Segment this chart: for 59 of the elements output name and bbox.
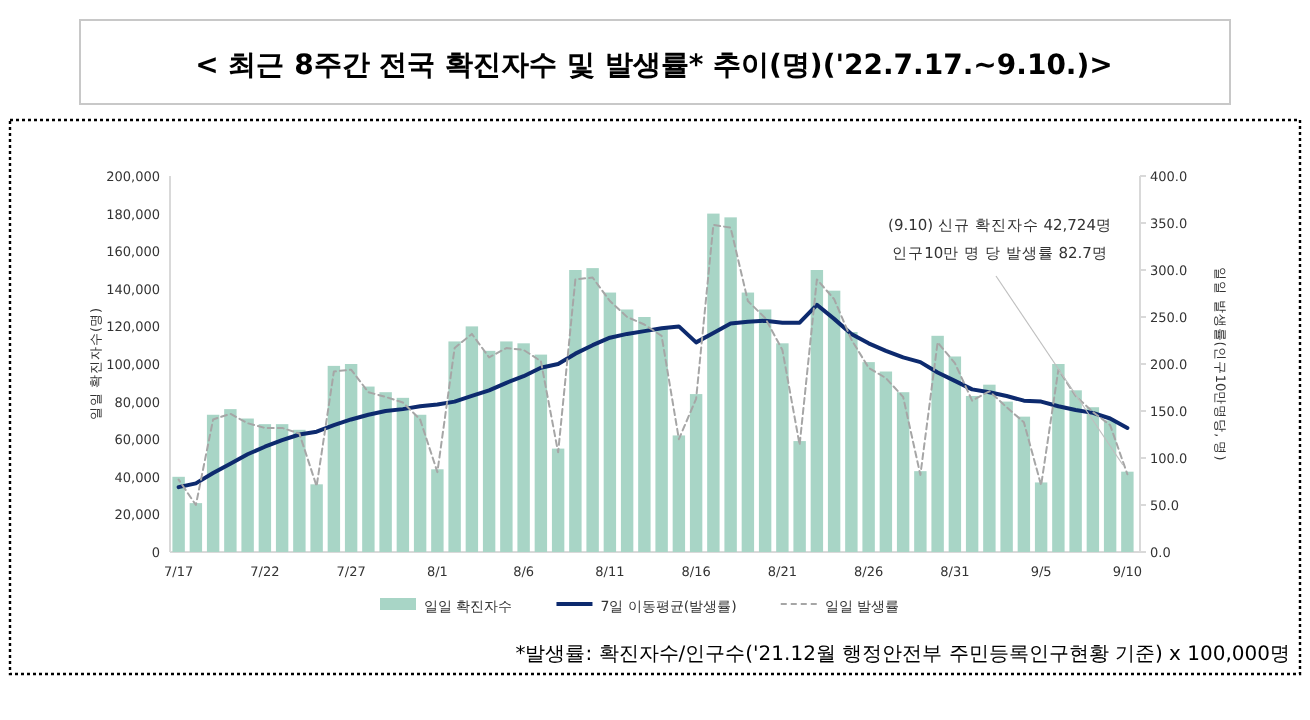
- bar: [689, 394, 703, 552]
- bar: [517, 343, 530, 552]
- bar: [1069, 390, 1082, 552]
- bar: [448, 341, 461, 552]
- bar: [344, 364, 358, 552]
- line-series: [176, 302, 1130, 490]
- bar: [224, 409, 237, 552]
- bar: [1086, 407, 1100, 552]
- bar: [776, 343, 789, 552]
- bar: [586, 268, 599, 552]
- bar: [948, 356, 962, 552]
- bar: [396, 397, 410, 552]
- bar: [983, 384, 996, 552]
- bar: [189, 503, 203, 552]
- bar: [603, 292, 617, 552]
- bar: [914, 471, 927, 552]
- bar: [293, 429, 306, 552]
- bar: [879, 371, 893, 552]
- bar: [275, 424, 289, 552]
- bar: [551, 448, 565, 552]
- bar: [896, 392, 910, 552]
- bar: [1000, 401, 1013, 552]
- bar: [1121, 471, 1134, 552]
- bar: [965, 395, 979, 552]
- bar: [1034, 482, 1048, 552]
- bar: [172, 476, 185, 552]
- bar: [482, 350, 496, 552]
- bar: [413, 414, 427, 552]
- bar: [1017, 416, 1031, 552]
- chart-title: < 최근 8주간 전국 확진자수 및 발생률* 추이(명)('22.7.17.~9.10.)>: [195, 50, 1113, 82]
- bar: [310, 484, 323, 552]
- bar: [793, 441, 806, 552]
- bar: [500, 341, 513, 552]
- bar: [741, 292, 755, 552]
- bar: [845, 332, 858, 552]
- bar: [206, 414, 220, 552]
- bar: [707, 213, 720, 552]
- bar: [638, 317, 651, 552]
- bar: [672, 435, 686, 552]
- bar: [655, 328, 668, 552]
- bar: [810, 270, 824, 552]
- bar: [931, 335, 944, 552]
- bar: [827, 290, 841, 552]
- text: *발생률: 확진자수/인구수('21.12월 행정안전부 주민등록인구현황 기준) x 100,000명: [515, 644, 1290, 666]
- bar: [1103, 420, 1117, 552]
- bar: [362, 386, 375, 552]
- bar: [569, 270, 582, 552]
- bar: [431, 469, 444, 552]
- bar: [258, 424, 272, 552]
- bar: [379, 392, 392, 552]
- bar: [724, 217, 737, 552]
- bar: [327, 365, 341, 552]
- bar: [758, 309, 772, 552]
- bar: [241, 418, 254, 552]
- bar: [465, 326, 479, 552]
- bar: [862, 362, 875, 552]
- bar: [620, 309, 634, 552]
- bar: [1052, 364, 1065, 552]
- bar: [534, 354, 548, 552]
